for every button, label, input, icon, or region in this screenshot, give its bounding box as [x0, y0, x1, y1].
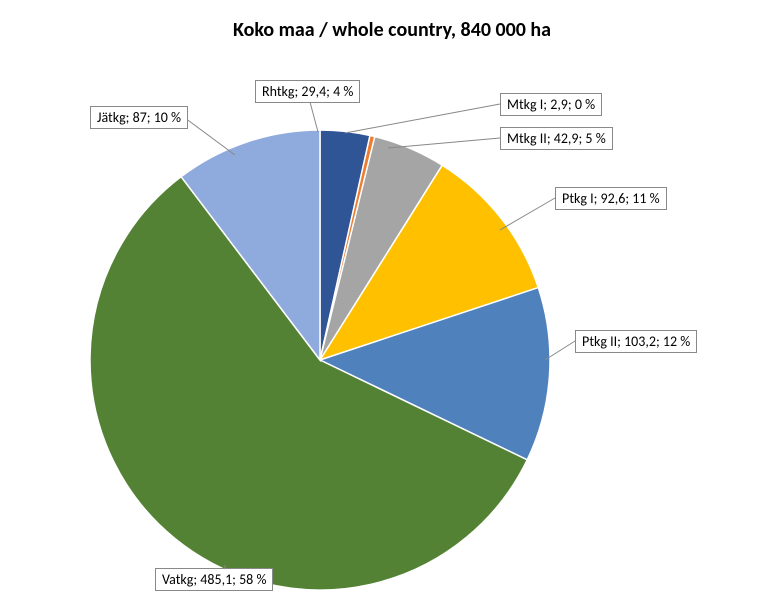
- slice-label: Jätkg; 87; 10 %: [90, 106, 188, 129]
- leader-line: [310, 102, 318, 132]
- pie-chart-area: Rhtkg; 29,4; 4 % Mtkg I; 2,9; 0 % Mtkg II;…: [0, 60, 784, 608]
- slice-label: Ptkg I; 92,6; 11 %: [555, 187, 667, 210]
- leader-line: [500, 198, 555, 230]
- leader-line: [185, 118, 235, 155]
- slice-label: Rhtkg; 29,4; 4 %: [255, 80, 360, 103]
- slice-label: Ptkg II; 103,2; 12 %: [575, 330, 697, 353]
- leader-line: [345, 104, 500, 133]
- slice-label: Mtkg II; 42,9; 5 %: [500, 127, 613, 150]
- chart-title: Koko maa / whole country, 840 000 ha: [0, 18, 784, 42]
- slice-label: Vatkg; 485,1; 58 %: [155, 568, 273, 591]
- slice-label: Mtkg I; 2,9; 0 %: [500, 93, 602, 116]
- leader-line: [388, 138, 500, 148]
